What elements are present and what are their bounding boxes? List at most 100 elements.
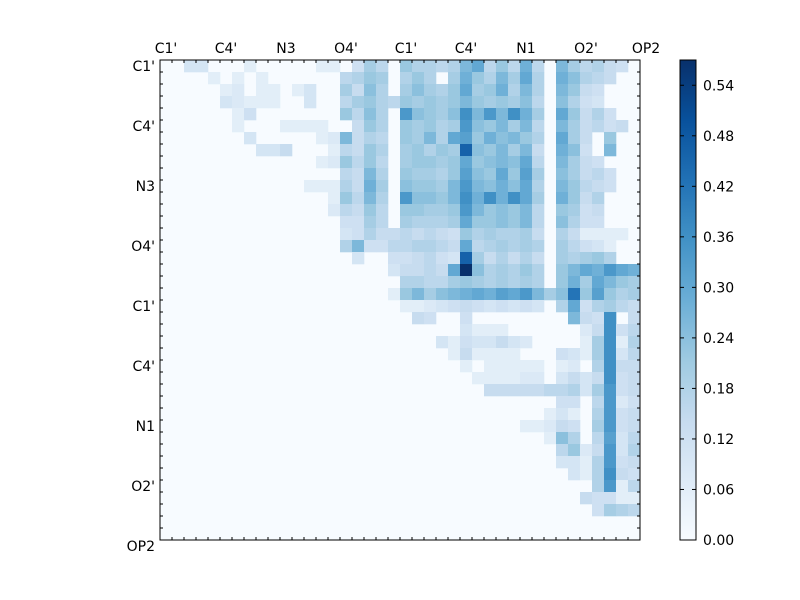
heatmap-cell [580, 300, 593, 313]
heatmap-cell [448, 204, 461, 217]
heatmap-cell [340, 204, 353, 217]
heatmap-cell [472, 336, 485, 349]
heatmap-cell [616, 324, 629, 337]
x-tick-label: C1' [395, 41, 418, 57]
heatmap-cell [532, 300, 545, 313]
heatmap-cell [328, 204, 341, 217]
heatmap-cell [616, 456, 629, 469]
heatmap-cell [568, 432, 581, 445]
y-tick-label: O2' [131, 479, 155, 495]
heatmap-cell [592, 156, 605, 169]
heatmap-cell [508, 384, 521, 397]
heatmap-cell [472, 96, 485, 109]
heatmap-cell [580, 240, 593, 253]
heatmap-cell [532, 204, 545, 217]
heatmap-cell [412, 144, 425, 157]
heatmap-cell [436, 192, 449, 205]
heatmap-cell [508, 360, 521, 373]
heatmap-cell [436, 228, 449, 241]
heatmap-cell [616, 336, 629, 349]
heatmap-cell [436, 168, 449, 181]
heatmap-cell [340, 108, 353, 121]
heatmap-cell [412, 312, 425, 325]
heatmap-cell [508, 216, 521, 229]
heatmap-cell [508, 300, 521, 313]
heatmap-cell [556, 360, 569, 373]
heatmap-cell [400, 84, 413, 97]
heatmap-cell [520, 144, 533, 157]
heatmap-cell [424, 156, 437, 169]
heatmap-cell [580, 72, 593, 85]
x-tick-label: N1 [516, 41, 535, 57]
heatmap-cell [376, 228, 389, 241]
heatmap-cell [412, 96, 425, 109]
y-tick-label: N3 [136, 179, 155, 195]
heatmap-cell [592, 252, 605, 265]
heatmap-cell [376, 180, 389, 193]
heatmap-cell [388, 240, 401, 253]
heatmap-cell [364, 204, 377, 217]
heatmap-cell [424, 216, 437, 229]
heatmap-cell [364, 240, 377, 253]
heatmap-cell [376, 216, 389, 229]
heatmap-cell [460, 288, 473, 301]
heatmap-cell [484, 60, 497, 73]
colorbar-ticks: 0.00 0.06 0.12 0.18 0.24 0.30 0.36 0.42 0.48 0.54 [680, 78, 734, 549]
heatmap-cell [592, 192, 605, 205]
heatmap-cell [604, 384, 617, 397]
heatmap-cell [484, 144, 497, 157]
x-tick-label: O2' [574, 41, 598, 57]
heatmap-cell [628, 504, 641, 517]
heatmap-cell [628, 480, 641, 493]
heatmap-cell [592, 360, 605, 373]
heatmap-cell [448, 132, 461, 145]
heatmap-cell [556, 252, 569, 265]
heatmap-cell [592, 108, 605, 121]
heatmap-cell [364, 228, 377, 241]
heatmap-cell [256, 72, 269, 85]
heatmap-cell [412, 276, 425, 289]
heatmap-cell [352, 120, 365, 133]
axis-ticks [159, 59, 641, 541]
heatmap-cell [448, 96, 461, 109]
heatmap-cell [436, 180, 449, 193]
heatmap-cell [340, 228, 353, 241]
heatmap-cell [484, 168, 497, 181]
heatmap-cell [592, 504, 605, 517]
heatmap-cell [460, 336, 473, 349]
heatmap-cell [424, 72, 437, 85]
heatmap-cell [604, 60, 617, 73]
heatmap-cell [484, 132, 497, 145]
y-tick-label: N1 [136, 419, 155, 435]
heatmap-cell [628, 348, 641, 361]
heatmap-cell [460, 192, 473, 205]
heatmap-cell [400, 180, 413, 193]
heatmap-cell [592, 288, 605, 301]
heatmap-cell [484, 240, 497, 253]
heatmap-cell [616, 480, 629, 493]
heatmap-cell [388, 252, 401, 265]
heatmap-cell [484, 360, 497, 373]
heatmap-cell [460, 120, 473, 133]
heatmap-cell [496, 96, 509, 109]
heatmap-cell [580, 120, 593, 133]
heatmap-cell [520, 336, 533, 349]
heatmap-cell [352, 228, 365, 241]
colorbar-tick-label: 0.00 [703, 533, 734, 549]
heatmap-cell [400, 192, 413, 205]
heatmap-cell [556, 288, 569, 301]
heatmap-cell [436, 216, 449, 229]
heatmap-cell [316, 120, 329, 133]
heatmap-cell [592, 324, 605, 337]
heatmap-cell [628, 264, 641, 277]
heatmap-cell [340, 156, 353, 169]
heatmap-cell [592, 420, 605, 433]
heatmap-cell [424, 240, 437, 253]
heatmap-cell [352, 240, 365, 253]
heatmap-cell [376, 240, 389, 253]
heatmap-cell [604, 360, 617, 373]
heatmap-cell [508, 204, 521, 217]
heatmap-cell [580, 276, 593, 289]
heatmap-cell [628, 396, 641, 409]
heatmap-cell [400, 240, 413, 253]
